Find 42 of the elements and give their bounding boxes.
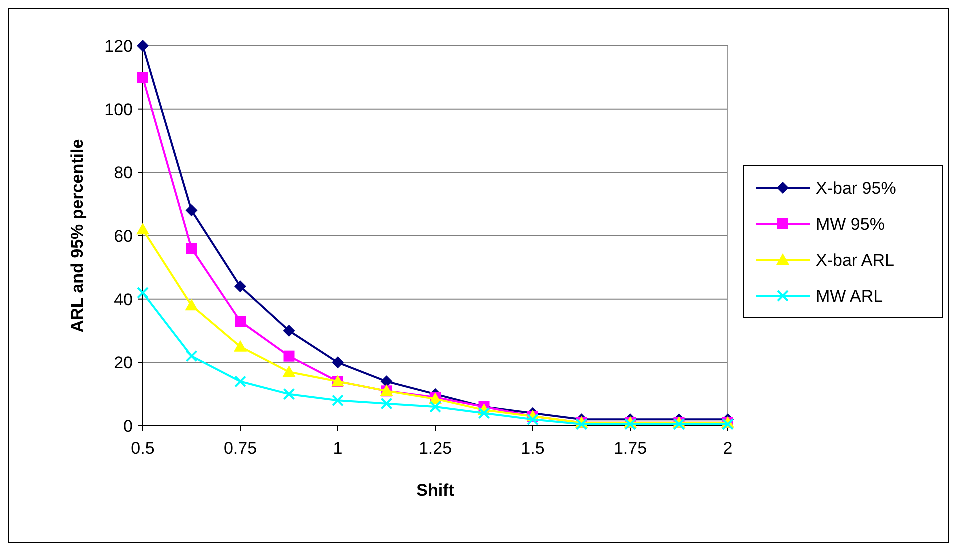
- point: [284, 350, 295, 362]
- point: [332, 356, 344, 369]
- point: [234, 340, 247, 352]
- y-tick-label: 0: [124, 416, 133, 436]
- x-tick-label: 0.5: [131, 439, 155, 458]
- legend-label: MW ARL: [816, 286, 884, 306]
- point: [332, 394, 344, 407]
- point: [138, 72, 148, 84]
- x-tick-label: 0.75: [224, 439, 258, 458]
- legend-label: X-bar 95%: [816, 178, 896, 198]
- x-tick-label: 1: [333, 439, 343, 458]
- point: [186, 350, 198, 362]
- y-axis-title: ARL and 95% percentile: [68, 139, 87, 333]
- y-tick-label: 40: [114, 290, 133, 310]
- point: [235, 316, 246, 327]
- point: [527, 414, 539, 426]
- legend-label: X-bar ARL: [816, 250, 894, 270]
- point: [478, 407, 490, 420]
- point: [137, 40, 149, 52]
- point: [430, 401, 442, 413]
- y-tick-label: 100: [104, 100, 133, 120]
- point: [186, 243, 198, 254]
- x-tick-label: 1.75: [614, 439, 648, 458]
- point: [185, 299, 198, 311]
- y-tick-label: 20: [114, 354, 133, 373]
- y-tick-label: 80: [114, 164, 133, 183]
- point: [137, 287, 149, 299]
- point: [136, 223, 150, 235]
- point: [234, 376, 246, 388]
- y-tick-label: 60: [114, 226, 133, 246]
- x-tick-label: 1.5: [521, 439, 545, 458]
- point: [283, 388, 296, 400]
- x-axis-title: Shift: [416, 481, 455, 500]
- x-tick-label: 1.25: [418, 439, 452, 458]
- point: [234, 280, 246, 293]
- legend-label: MW 95%: [816, 214, 885, 234]
- point: [380, 398, 393, 410]
- y-tick-label: 120: [104, 36, 133, 56]
- x-tick-label: 2: [723, 439, 733, 458]
- point: [283, 325, 296, 337]
- point: [186, 204, 198, 217]
- point: [282, 366, 296, 378]
